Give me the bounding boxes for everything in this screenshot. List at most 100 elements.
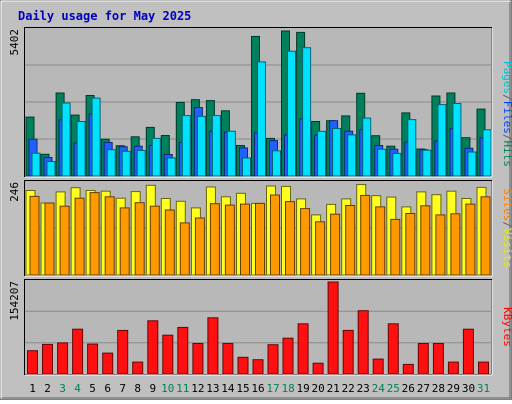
bar-kbytes-day-9: [147, 320, 159, 375]
legend-entry: Files: [501, 101, 512, 134]
bar-kbytes-day-25: [387, 323, 399, 375]
legend-entry: Visits: [501, 228, 512, 268]
bar-sites-day-20: [315, 221, 326, 276]
bar-kbytes-day-23: [357, 310, 369, 375]
bar-kbytes-day-16: [252, 359, 264, 375]
x-tick-label: 10: [161, 382, 174, 395]
bar-pages-day-7: [121, 150, 131, 177]
x-tick-label: 12: [191, 382, 204, 395]
bar-kbytes-day-3: [57, 342, 69, 375]
bar-pages-day-24: [377, 148, 387, 177]
bar-pages-day-21: [332, 128, 342, 177]
x-tick-label: 20: [311, 382, 324, 395]
x-tick-label: 26: [402, 382, 415, 395]
x-tick-label: 16: [251, 382, 264, 395]
bar-sites-day-8: [134, 202, 145, 276]
bar-kbytes-day-6: [102, 352, 114, 375]
bar-pages-day-19: [302, 47, 312, 177]
bar-sites-day-21: [330, 213, 341, 276]
legend-sites-visits: Sites/Visits: [501, 188, 512, 268]
bar-kbytes-day-5: [87, 343, 99, 375]
bar-pages-day-16: [257, 61, 266, 177]
bar-kbytes-day-14: [222, 343, 234, 375]
bar-pages-day-23: [362, 117, 372, 177]
x-tick-label: 5: [89, 382, 96, 395]
bar-pages-day-6: [106, 149, 116, 177]
bar-pages-day-5: [91, 97, 101, 177]
legend-pages-files-hits: Pages/Files/Hits: [501, 61, 512, 167]
legend-entry: /: [501, 94, 512, 101]
bar-kbytes-day-22: [342, 329, 354, 375]
x-tick-label: 11: [176, 382, 189, 395]
bar-kbytes-day-27: [417, 343, 429, 375]
bar-kbytes-day-15: [237, 356, 249, 375]
bar-sites-day-27: [420, 205, 431, 276]
x-tick-label: 15: [236, 382, 249, 395]
bar-sites-day-4: [74, 197, 85, 276]
x-tick-label: 21: [327, 382, 340, 395]
bar-sites-day-18: [285, 201, 295, 276]
bar-pages-day-22: [347, 134, 357, 177]
bar-kbytes-day-11: [177, 326, 189, 375]
bar-pages-day-20: [317, 130, 327, 177]
x-tick-label: 19: [296, 382, 309, 395]
x-tick-label: 2: [44, 382, 51, 395]
x-tick-label: 18: [281, 382, 294, 395]
x-tick-label: 14: [221, 382, 235, 395]
bar-sites-day-16: [255, 202, 265, 276]
bar-sites-day-26: [405, 213, 416, 276]
bar-sites-day-14: [224, 204, 235, 276]
bar-kbytes-day-19: [297, 323, 309, 375]
bar-kbytes-day-8: [132, 361, 144, 375]
bar-pages-day-13: [211, 115, 221, 177]
x-tick-label: 24: [372, 382, 386, 395]
x-tick-label: 30: [462, 382, 475, 395]
bar-kbytes-day-10: [162, 334, 174, 375]
x-tick-label: 17: [266, 382, 279, 395]
legend-entry: Pages: [501, 61, 512, 94]
bar-pages-day-12: [196, 115, 206, 177]
bar-kbytes-day-17: [267, 344, 279, 375]
x-tick-label: 27: [417, 382, 430, 395]
bar-pages-day-4: [76, 121, 86, 177]
x-axis-day-labels: 1 2 3 4 5 6 7 8 9 10 11 12 13 14 15 16 17 18 19 20 21 22 23 24 2…: [29, 382, 490, 395]
bar-sites-day-12: [194, 217, 205, 276]
bar-sites-day-19: [300, 208, 311, 276]
bar-pages-day-26: [407, 119, 417, 177]
panel-2-ymax-label: 246: [8, 182, 21, 202]
x-tick-label: 3: [59, 382, 66, 395]
bar-kbytes-day-21: [327, 281, 339, 375]
bar-kbytes-day-7: [117, 329, 129, 375]
legend-entry: KBytes: [501, 307, 512, 347]
bar-pages-day-8: [136, 150, 146, 177]
x-tick-label: 25: [387, 382, 400, 395]
bar-pages-day-17: [272, 150, 281, 177]
x-tick-label: 7: [119, 382, 126, 395]
bar-sites-day-2: [44, 202, 55, 276]
bar-sites-day-25: [390, 218, 401, 276]
legend-entry: Hits: [501, 141, 512, 168]
bar-kbytes-day-20: [312, 362, 324, 375]
bar-pages-day-29: [452, 103, 462, 177]
bar-kbytes-day-1: [27, 350, 38, 375]
bar-pages-day-2: [46, 161, 56, 177]
bar-sites-day-11: [179, 222, 190, 276]
bar-sites-day-7: [119, 207, 130, 276]
bar-pages-day-14: [226, 130, 236, 177]
bar-kbytes-day-13: [207, 317, 219, 375]
bar-sites-day-9: [149, 205, 160, 276]
bar-sites-day-13: [209, 203, 220, 276]
bar-pages-day-25: [392, 152, 402, 177]
x-tick-label: 22: [342, 382, 355, 395]
bars: [25, 30, 492, 375]
bar-kbytes-day-18: [282, 337, 294, 375]
bar-pages-day-27: [422, 149, 432, 177]
x-tick-label: 31: [477, 382, 490, 395]
bar-sites-day-1: [29, 195, 40, 276]
bar-kbytes-day-26: [402, 363, 414, 375]
x-tick-label: 29: [447, 382, 460, 395]
legend-kbytes: KBytes: [501, 307, 512, 347]
bar-pages-day-1: [31, 152, 41, 177]
x-tick-label: 6: [104, 382, 111, 395]
